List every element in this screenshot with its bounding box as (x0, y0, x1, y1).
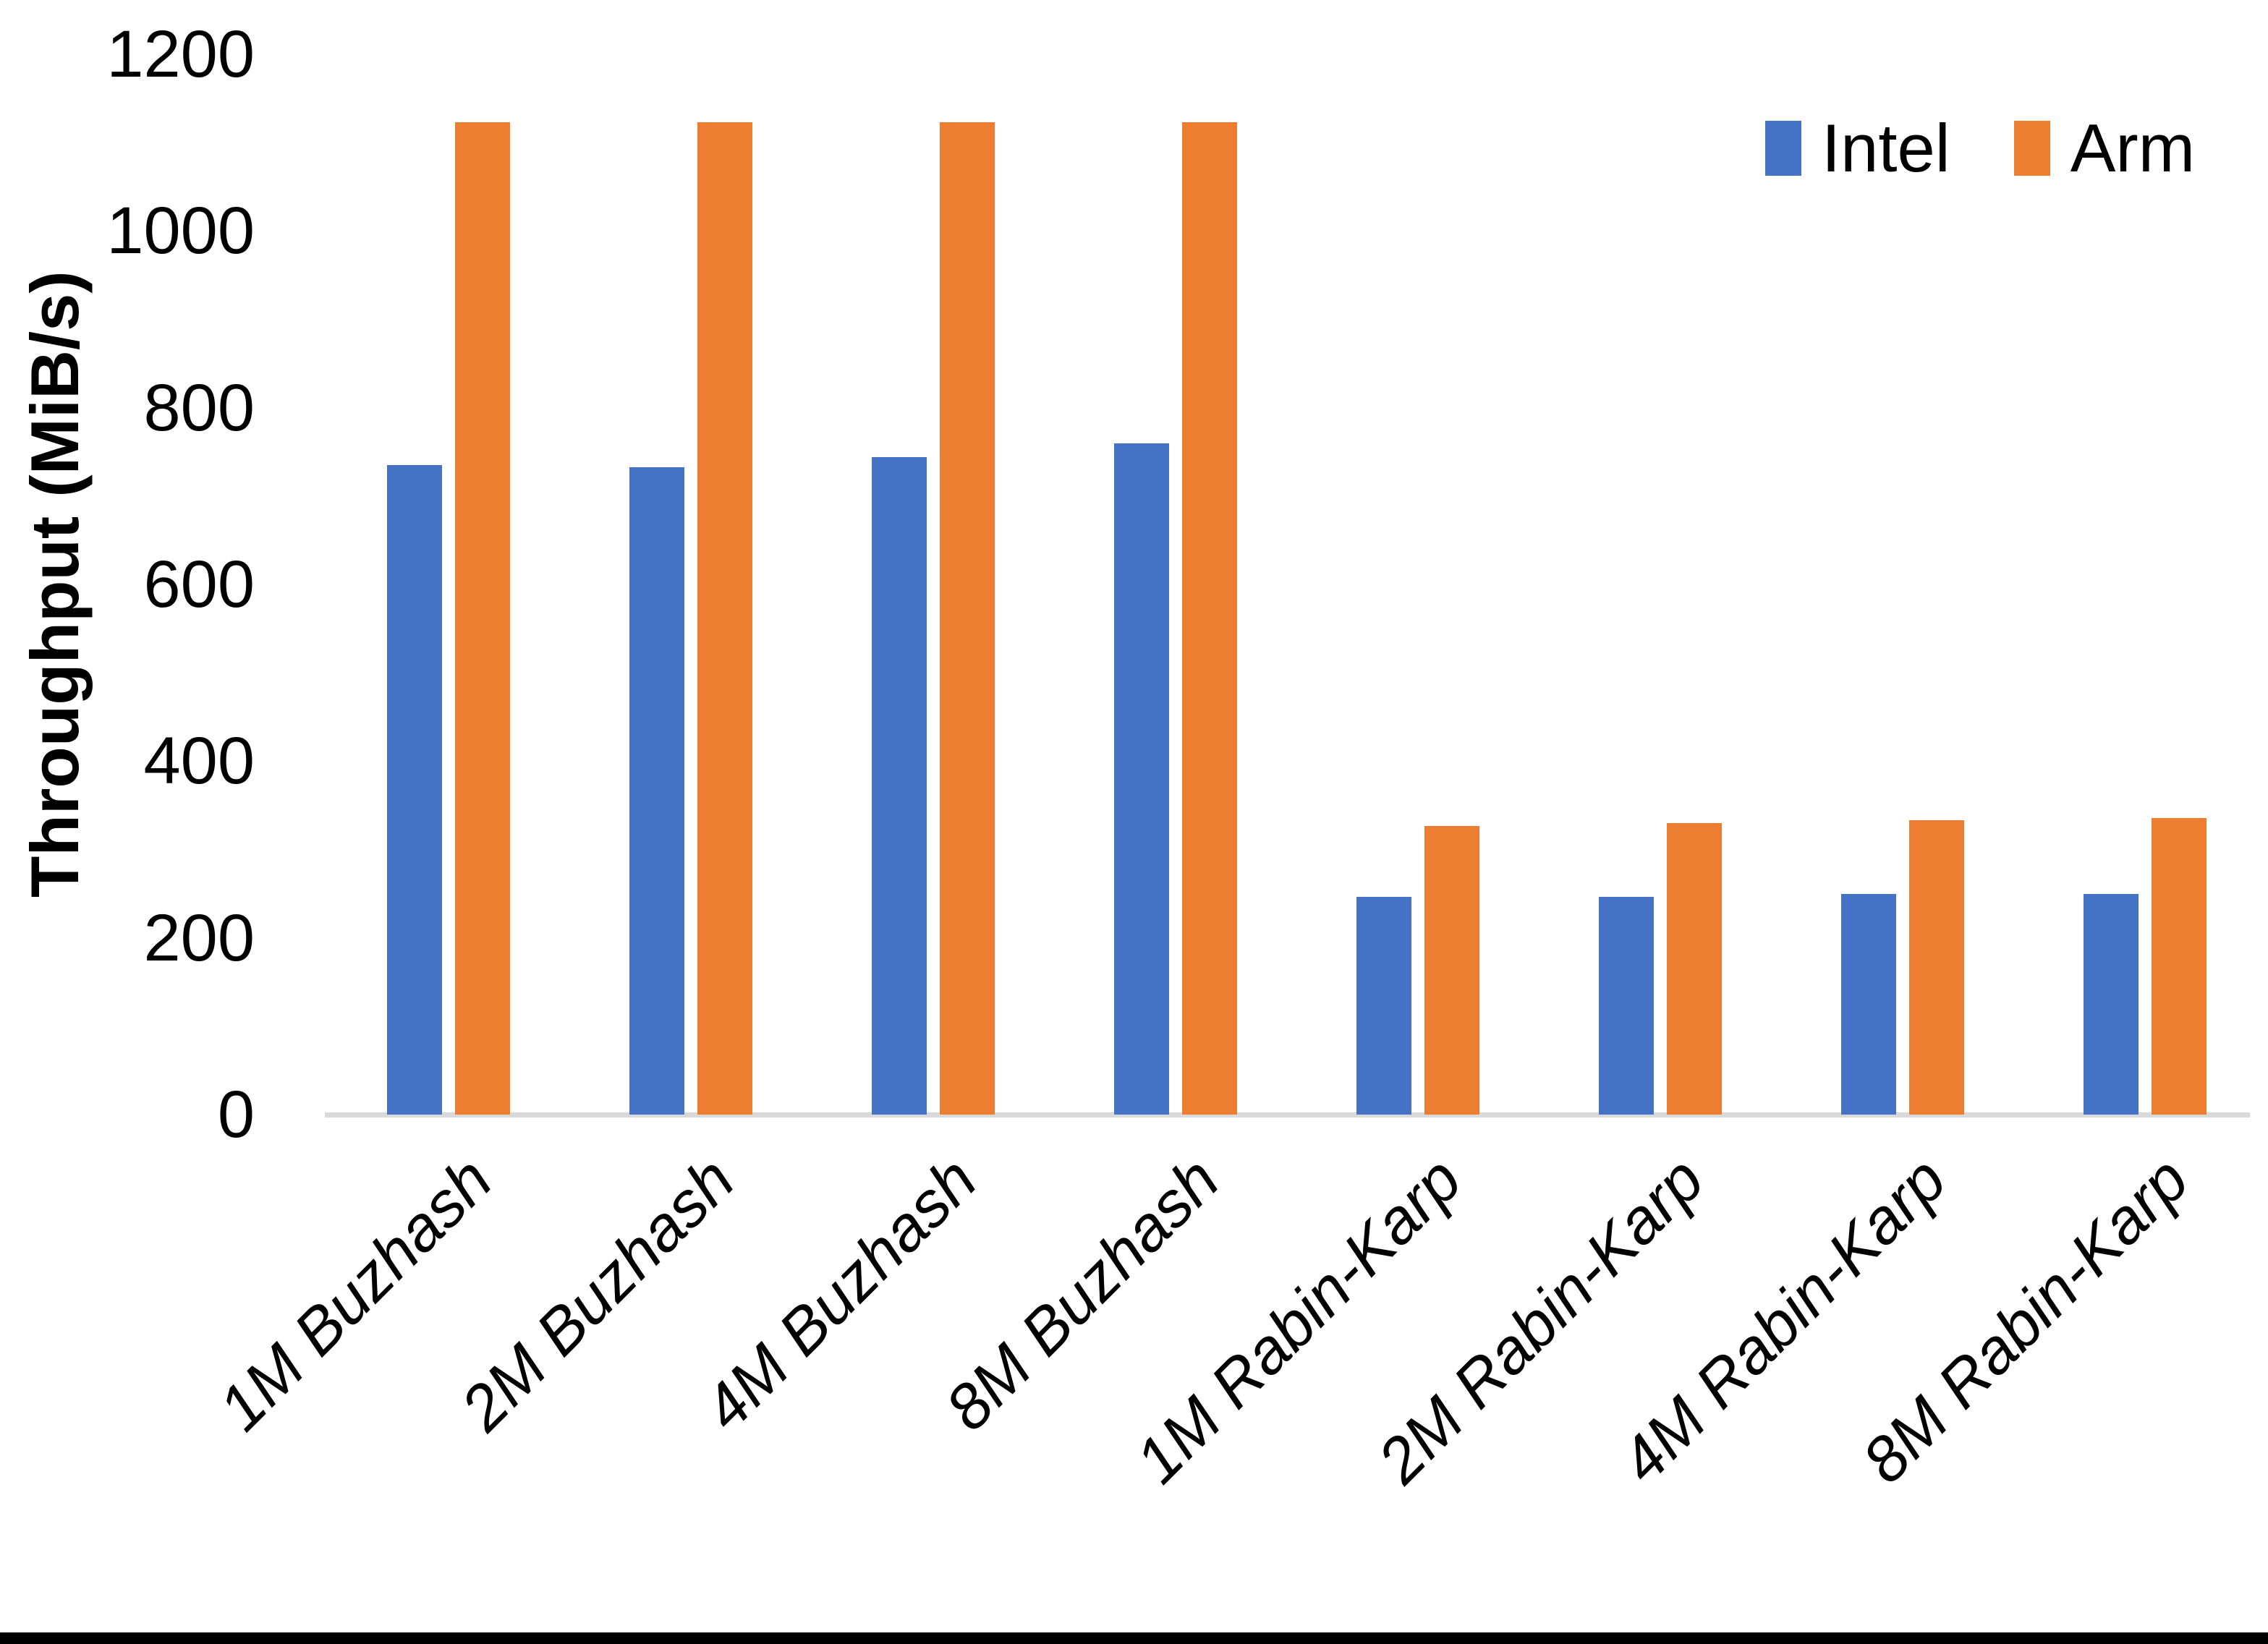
y-tick-label: 800 (143, 370, 255, 445)
x-axis-label: 4M Buzhash (689, 1143, 990, 1444)
bar-intel-0 (387, 465, 442, 1115)
y-axis-ticks: 0 200 400 600 800 1000 1200 (0, 0, 260, 1644)
bar-intel-1 (629, 467, 684, 1115)
bar-group-3 (1114, 54, 1237, 1115)
bar-intel-4 (1356, 897, 1411, 1115)
bar-intel-3 (1114, 443, 1169, 1115)
bar-group-0 (387, 54, 510, 1115)
bar-group-1 (629, 54, 752, 1115)
legend: Intel Arm (1765, 114, 2195, 182)
bar-intel-7 (2084, 893, 2139, 1115)
plot-area (325, 54, 2250, 1117)
x-axis-label: 8M Buzhash (931, 1143, 1233, 1444)
legend-swatch-intel (1765, 121, 1801, 176)
bar-arm-1 (697, 122, 752, 1115)
x-axis-line (325, 1112, 2250, 1117)
bar-group-5 (1599, 54, 1722, 1115)
x-axis-label: 1M Rabin-Karp (1121, 1143, 1475, 1497)
bar-intel-2 (872, 457, 927, 1115)
legend-item-arm: Arm (2013, 110, 2195, 186)
bar-intel-6 (1841, 893, 1896, 1115)
y-tick-label: 1000 (106, 194, 255, 268)
bar-arm-5 (1667, 822, 1722, 1115)
bar-arm-4 (1424, 825, 1479, 1115)
bar-arm-0 (455, 122, 510, 1115)
y-tick-label: 200 (143, 900, 255, 975)
bar-group-4 (1356, 54, 1479, 1115)
x-axis-label: 2M Rabin-Karp (1364, 1143, 1717, 1497)
x-axis-label: 4M Rabin-Karp (1606, 1143, 1960, 1497)
bar-arm-2 (940, 122, 995, 1115)
bar-group-2 (872, 54, 995, 1115)
bar-arm-7 (2152, 817, 2207, 1115)
bar-group-7 (2084, 54, 2207, 1115)
bar-group-6 (1841, 54, 1964, 1115)
bar-intel-5 (1599, 897, 1654, 1115)
x-axis-label: 2M Buzhash (446, 1143, 748, 1444)
y-tick-label: 0 (217, 1078, 255, 1151)
legend-swatch-arm (2013, 121, 2050, 176)
bar-arm-6 (1909, 820, 1964, 1115)
x-axis-label: 8M Rabin-Karp (1848, 1143, 2202, 1497)
bottom-border (0, 1632, 2268, 1644)
y-tick-label: 400 (143, 724, 255, 798)
legend-item-intel: Intel (1765, 114, 1950, 182)
y-tick-label: 1200 (106, 17, 255, 91)
y-tick-label: 600 (143, 548, 255, 621)
legend-label-arm: Arm (2070, 110, 2195, 186)
legend-label-intel: Intel (1822, 110, 1950, 186)
bar-arm-3 (1182, 122, 1237, 1115)
